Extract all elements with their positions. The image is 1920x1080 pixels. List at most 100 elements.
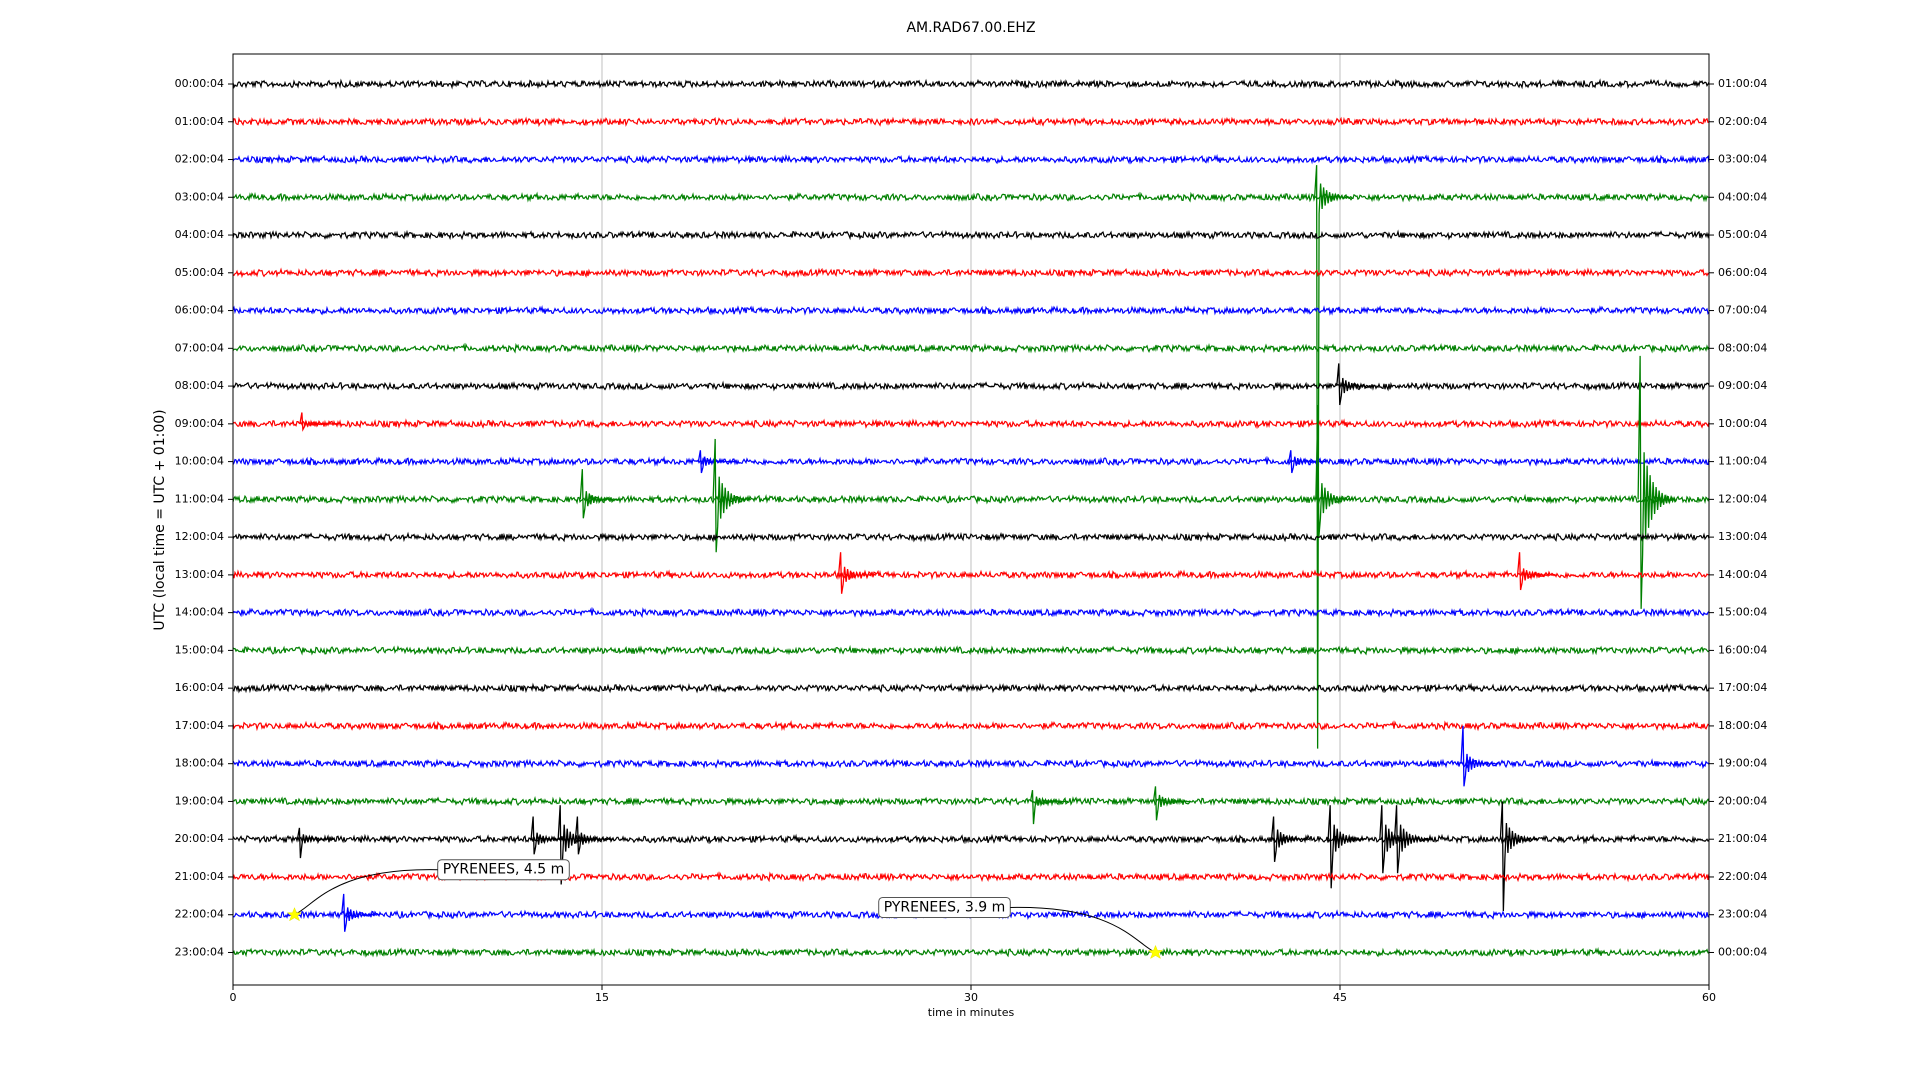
y-tick-label: 17:00:04 [175,719,224,732]
y-tick-label: 22:00:04 [175,908,224,921]
y2-tick-label: 09:00:04 [1718,379,1767,392]
y-tick-label: 06:00:04 [175,304,224,317]
event [299,412,338,432]
x-axis-label: time in minutes [928,1006,1015,1019]
y2-tick-label: 00:00:04 [1718,945,1767,958]
y-tick-label: 09:00:04 [175,417,224,430]
trace [232,229,1710,241]
plot-frame [232,53,1710,986]
annotation-text: PYRENEES, 4.5 m [443,862,565,878]
trace [232,267,1710,279]
y2-tick-label: 08:00:04 [1718,341,1767,354]
y2-tick-label: 12:00:04 [1718,492,1767,505]
x-tick-label: 30 [964,991,978,1004]
trace [232,153,1710,165]
y2-tick-label: 16:00:04 [1718,643,1767,656]
y-tick-label: 10:00:04 [175,455,224,468]
y-tick-label: 19:00:04 [175,794,224,807]
y2-tick-label: 13:00:04 [1718,530,1767,543]
y-tick-label: 21:00:04 [175,870,224,883]
event [1637,355,1677,609]
y2-tick-label: 15:00:04 [1718,606,1767,619]
y-tick-label: 00:00:04 [175,77,224,90]
x-tick-label: 0 [230,991,237,1004]
y-tick-label: 07:00:04 [175,341,224,354]
y-tick-label: 13:00:04 [175,568,224,581]
event [1327,805,1367,889]
y2-tick-label: 02:00:04 [1718,115,1767,128]
event [341,893,380,932]
x-tick-label: 15 [595,991,609,1004]
y-tick-label: 15:00:04 [175,643,224,656]
trace [232,531,1710,543]
trace [232,455,1710,467]
trace [232,191,1710,203]
y2-tick-label: 22:00:04 [1718,870,1767,883]
y2-tick-label: 20:00:04 [1718,794,1767,807]
event [1313,165,1353,749]
y-tick-label: 01:00:04 [175,115,224,128]
event [712,438,752,553]
annotation-text: PYRENEES, 3.9 m [884,899,1006,915]
y2-tick-label: 06:00:04 [1718,266,1767,279]
y-tick-label: 11:00:04 [175,492,224,505]
trace [232,795,1710,807]
event [574,816,614,855]
annotation-arrow [1010,906,1156,953]
y-tick-label: 12:00:04 [175,530,224,543]
y2-tick-label: 03:00:04 [1718,153,1767,166]
event-star [286,907,303,922]
trace [232,644,1710,656]
event [1516,552,1556,591]
trace [232,493,1710,505]
y-tick-label: 02:00:04 [175,153,224,166]
event [1393,805,1433,874]
y-tick-label: 04:00:04 [175,228,224,241]
event [579,469,619,519]
event [1499,801,1539,911]
event [837,552,877,594]
y-tick-label: 18:00:04 [175,757,224,770]
y2-tick-label: 11:00:04 [1718,455,1767,468]
y2-tick-label: 10:00:04 [1718,417,1767,430]
x-tick-label: 60 [1702,991,1716,1004]
trace [232,380,1710,392]
trace [232,305,1710,316]
y2-tick-label: 18:00:04 [1718,719,1767,732]
trace [232,946,1710,958]
chart-title: AM.RAD67.00.EHZ [906,20,1035,36]
annotation-arrow [294,869,438,916]
y-tick-label: 03:00:04 [175,190,224,203]
trace [232,607,1710,618]
y-axis-label: UTC (local time = UTC + 01:00) [152,409,168,630]
y2-tick-label: 07:00:04 [1718,304,1767,317]
event-star [1147,944,1164,960]
y2-tick-label: 21:00:04 [1718,832,1767,845]
event [1288,450,1327,474]
trace [232,116,1710,128]
y2-tick-label: 14:00:04 [1718,568,1767,581]
y2-tick-label: 17:00:04 [1718,681,1767,694]
y-tick-label: 20:00:04 [175,832,224,845]
trace [232,78,1710,90]
event [1152,786,1192,821]
y-tick-label: 08:00:04 [175,379,224,392]
x-tick-label: 45 [1333,991,1347,1004]
trace [232,418,1710,430]
y2-tick-label: 19:00:04 [1718,757,1767,770]
y2-tick-label: 01:00:04 [1718,77,1767,90]
y-tick-label: 23:00:04 [175,945,224,958]
trace [232,833,1710,845]
y-tick-label: 05:00:04 [175,266,224,279]
event [1460,725,1499,787]
trace [232,682,1710,694]
event [296,827,336,859]
trace [232,569,1709,581]
event [1029,789,1069,825]
event [530,816,569,855]
y2-tick-label: 04:00:04 [1718,190,1767,203]
event [1336,363,1375,406]
y-tick-label: 16:00:04 [175,681,224,694]
